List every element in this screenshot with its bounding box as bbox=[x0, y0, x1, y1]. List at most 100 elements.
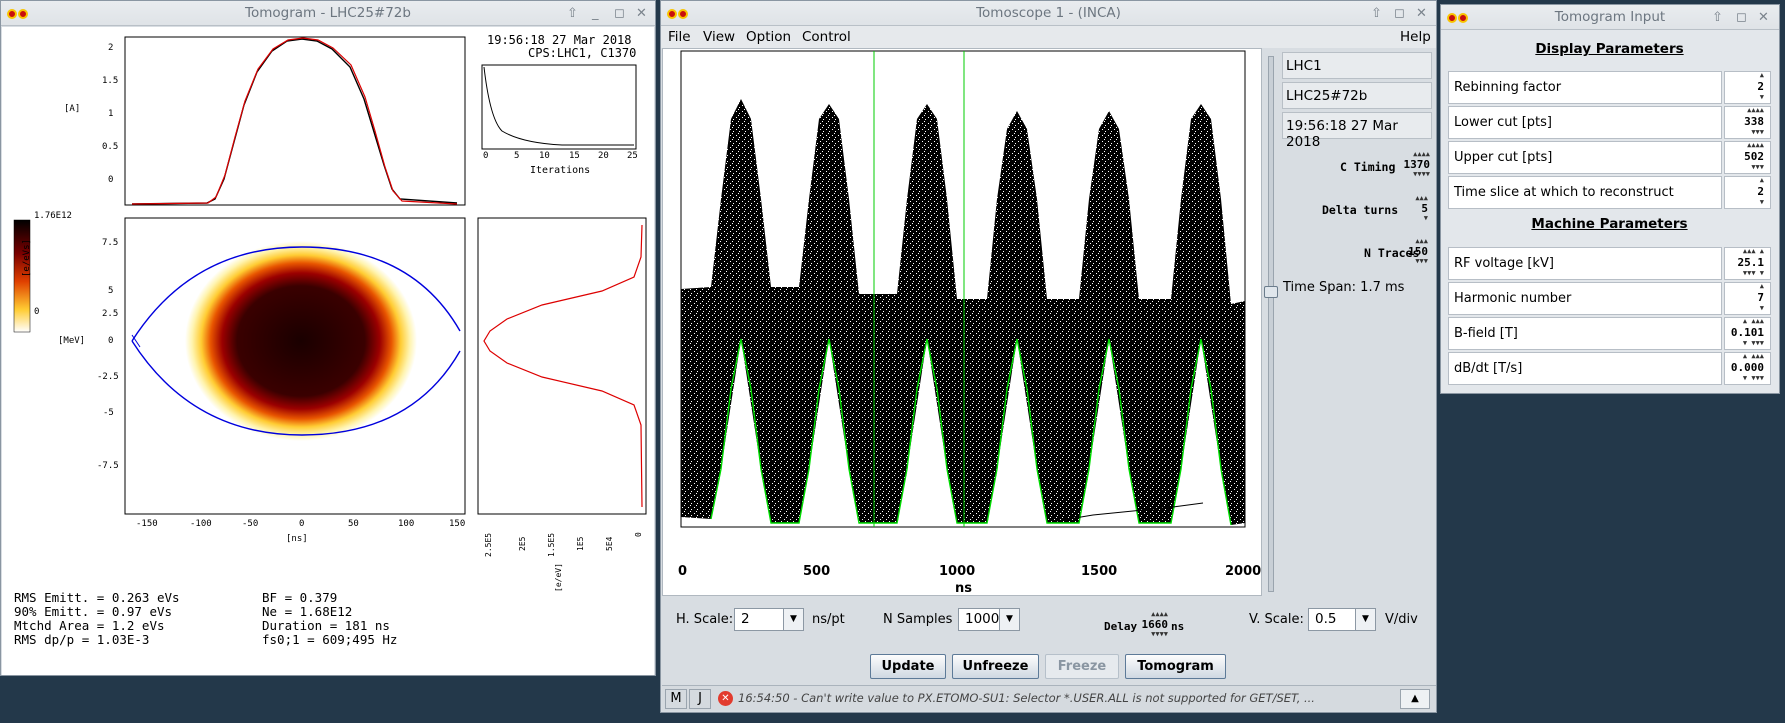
param-lower-cut-spinner[interactable]: ▲▲▲▲ 338 ▼▼▼ bbox=[1724, 106, 1771, 139]
window-title: Tomogram - LHC25#72b bbox=[245, 5, 411, 21]
close-icon[interactable]: ✕ bbox=[636, 6, 647, 21]
n-samples-label: N Samples bbox=[883, 612, 953, 627]
maximize-icon[interactable]: ◻ bbox=[1394, 6, 1405, 21]
menu-view[interactable]: View bbox=[703, 29, 736, 45]
v-scale-select[interactable]: 0.5 ▼ bbox=[1308, 608, 1376, 631]
scope-plot[interactable] bbox=[663, 49, 1263, 597]
energy-tick: 1.5E5 bbox=[547, 532, 556, 557]
c-timing-spinner[interactable]: ▲▲▲▲ 1370 ▼▼▼▼ bbox=[1403, 150, 1431, 178]
phase-y-tick: 0 bbox=[108, 336, 114, 346]
param-b-field-label: B-field [T] bbox=[1448, 317, 1722, 350]
scope-x-tick: 2000 bbox=[1225, 564, 1262, 579]
stat-90-emitt: 90% Emitt. = 0.97 eVs bbox=[14, 604, 173, 619]
param-rf-voltage-label: RF voltage [kV] bbox=[1448, 247, 1722, 280]
tomogram-title-bar[interactable]: Tomogram - LHC25#72b ⇧ _ ◻ ✕ bbox=[1, 1, 655, 26]
delta-turns-spinner[interactable]: ▲▲▲ 5 ▼ bbox=[1415, 194, 1428, 222]
tomoscope-title-bar[interactable]: Tomoscope 1 - (INCA) ⇧ ◻ ✕ bbox=[661, 1, 1436, 26]
menu-help[interactable]: Help bbox=[1400, 29, 1431, 45]
scope-x-tick: 1500 bbox=[1081, 564, 1118, 579]
param-b-field-spinner[interactable]: ▲ ▲▲▲ 0.101 ▼ ▼▼▼ bbox=[1724, 317, 1771, 350]
convergence-xlabel: Iterations bbox=[530, 165, 591, 176]
status-bar: M J ✕ 16:54:50 - Can't write value to PX… bbox=[662, 685, 1436, 711]
scope-plot-area: 0 500 1000 1500 2000 ns bbox=[662, 48, 1262, 596]
freeze-button[interactable]: Freeze bbox=[1045, 654, 1119, 679]
convergence-tick: 20 bbox=[598, 151, 609, 161]
colorbar-min: 0 bbox=[34, 307, 40, 317]
menu-option[interactable]: Option bbox=[746, 29, 792, 45]
status-message[interactable]: 16:54:50 - Can't write value to PX.ETOMO… bbox=[738, 691, 1315, 705]
param-rf-voltage-spinner[interactable]: ▲▲▲ ▲ 25.1 ▼▼▼ ▼ bbox=[1724, 247, 1771, 280]
minimize-icon[interactable]: _ bbox=[592, 6, 599, 21]
param-harmonic-spinner[interactable]: ▲ 7 ▼ bbox=[1724, 282, 1771, 315]
n-samples-select[interactable]: 1000 ▼ bbox=[958, 608, 1020, 631]
h-scale-select[interactable]: 2 ▼ bbox=[734, 608, 804, 631]
param-dbdt-label: dB/dt [T/s] bbox=[1448, 352, 1722, 385]
time-span: Time Span: 1.7 ms bbox=[1283, 280, 1405, 295]
stat-rms-emitt: RMS Emitt. = 0.263 eVs bbox=[14, 590, 180, 605]
unfreeze-button[interactable]: Unfreeze bbox=[952, 654, 1039, 679]
app-logo-icon bbox=[1447, 13, 1469, 23]
stat-bf: BF = 0.379 bbox=[262, 590, 338, 605]
param-rebinning-label: Rebinning factor bbox=[1448, 71, 1722, 104]
chevron-down-icon[interactable]: ▼ bbox=[999, 609, 1019, 630]
stat-rms-dpp: RMS dp/p = 1.03E-3 bbox=[14, 632, 150, 647]
input-title-bar[interactable]: Tomogram Input ⇧ ◻ ✕ bbox=[1441, 5, 1779, 30]
maximize-icon[interactable]: ◻ bbox=[614, 6, 625, 21]
colorbar-max: 1.76E12 bbox=[34, 211, 72, 221]
convergence-tick: 15 bbox=[569, 151, 580, 161]
update-button[interactable]: Update bbox=[870, 654, 946, 679]
machine-parameters-heading: Machine Parameters bbox=[1531, 216, 1688, 232]
maximize-icon[interactable]: ◻ bbox=[1736, 10, 1747, 25]
reference-trace bbox=[710, 338, 1232, 526]
param-upper-cut-label: Upper cut [pts] bbox=[1448, 141, 1722, 174]
convergence-tick: 0 bbox=[483, 151, 489, 161]
energy-unit: [e/eV] bbox=[554, 563, 563, 592]
v-scale-unit: V/div bbox=[1385, 612, 1418, 627]
mode-m-button[interactable]: M bbox=[665, 689, 687, 709]
energy-tick: 1E5 bbox=[576, 536, 585, 551]
n-traces-spinner[interactable]: ▲▲▲ 150 ▼▼▼ bbox=[1408, 237, 1428, 265]
n-traces-value: 150 bbox=[1408, 245, 1428, 258]
phase-x-tick: 0 bbox=[299, 519, 305, 529]
phase-y-tick: -5 bbox=[103, 408, 114, 418]
h-scale-label: H. Scale: bbox=[676, 612, 734, 627]
stat-mtchd-area: Mtchd Area = 1.2 eVs bbox=[14, 618, 165, 633]
param-rebinning-spinner[interactable]: ▲ 2 ▼ bbox=[1724, 71, 1771, 104]
param-dbdt-spinner[interactable]: ▲ ▲▲▲ 0.000 ▼ ▼▼▼ bbox=[1724, 352, 1771, 385]
pin-icon[interactable]: ⇧ bbox=[1371, 6, 1382, 21]
delay-slider[interactable] bbox=[1268, 56, 1274, 592]
separatrix-upper bbox=[131, 246, 461, 342]
phase-x-tick: -100 bbox=[190, 519, 212, 529]
convergence-tick: 10 bbox=[539, 151, 550, 161]
h-scale-value: 2 bbox=[741, 611, 750, 627]
phase-y-unit: [MeV] bbox=[58, 336, 86, 346]
close-icon[interactable]: ✕ bbox=[1416, 6, 1427, 21]
pin-icon[interactable]: ⇧ bbox=[567, 6, 578, 21]
profile-tick: 1.5 bbox=[102, 76, 119, 86]
chevron-down-icon[interactable]: ▼ bbox=[1355, 609, 1375, 630]
menu-file[interactable]: File bbox=[668, 29, 691, 45]
param-lower-cut-label: Lower cut [pts] bbox=[1448, 106, 1722, 139]
v-scale-value: 0.5 bbox=[1315, 611, 1337, 627]
menu-control[interactable]: Control bbox=[802, 29, 851, 45]
tomogram-button[interactable]: Tomogram bbox=[1125, 654, 1226, 679]
close-icon[interactable]: ✕ bbox=[1758, 10, 1769, 25]
n-traces-label: N Traces bbox=[1364, 246, 1420, 260]
stat-fs: fs0;1 = 609;495 Hz bbox=[262, 632, 398, 647]
delay-spinner[interactable]: ▲▲▲▲ 1660 ▼▼▼▼ bbox=[1141, 610, 1169, 638]
scope-x-unit: ns bbox=[955, 581, 972, 596]
menu-bar: File View Option Control Help bbox=[661, 26, 1436, 48]
window-title: Tomogram Input bbox=[1554, 9, 1666, 25]
delay-label: Delay bbox=[1104, 620, 1138, 633]
tomogram-timestamp: 19:56:18 27 Mar 2018 bbox=[487, 33, 632, 47]
expand-up-icon[interactable]: ▲ bbox=[1400, 689, 1430, 709]
scope-x-tick: 500 bbox=[803, 564, 831, 579]
energy-tick: 2E5 bbox=[518, 536, 527, 551]
param-time-slice-spinner[interactable]: ▲ 2 ▼ bbox=[1724, 176, 1771, 209]
delay-slider-handle[interactable] bbox=[1264, 286, 1278, 298]
pin-icon[interactable]: ⇧ bbox=[1712, 10, 1723, 25]
chevron-down-icon[interactable]: ▼ bbox=[783, 609, 803, 630]
phase-y-tick: 5 bbox=[108, 286, 114, 296]
param-upper-cut-spinner[interactable]: ▲▲▲▲ 502 ▼▼▼ bbox=[1724, 141, 1771, 174]
mode-j-button[interactable]: J bbox=[689, 689, 711, 709]
